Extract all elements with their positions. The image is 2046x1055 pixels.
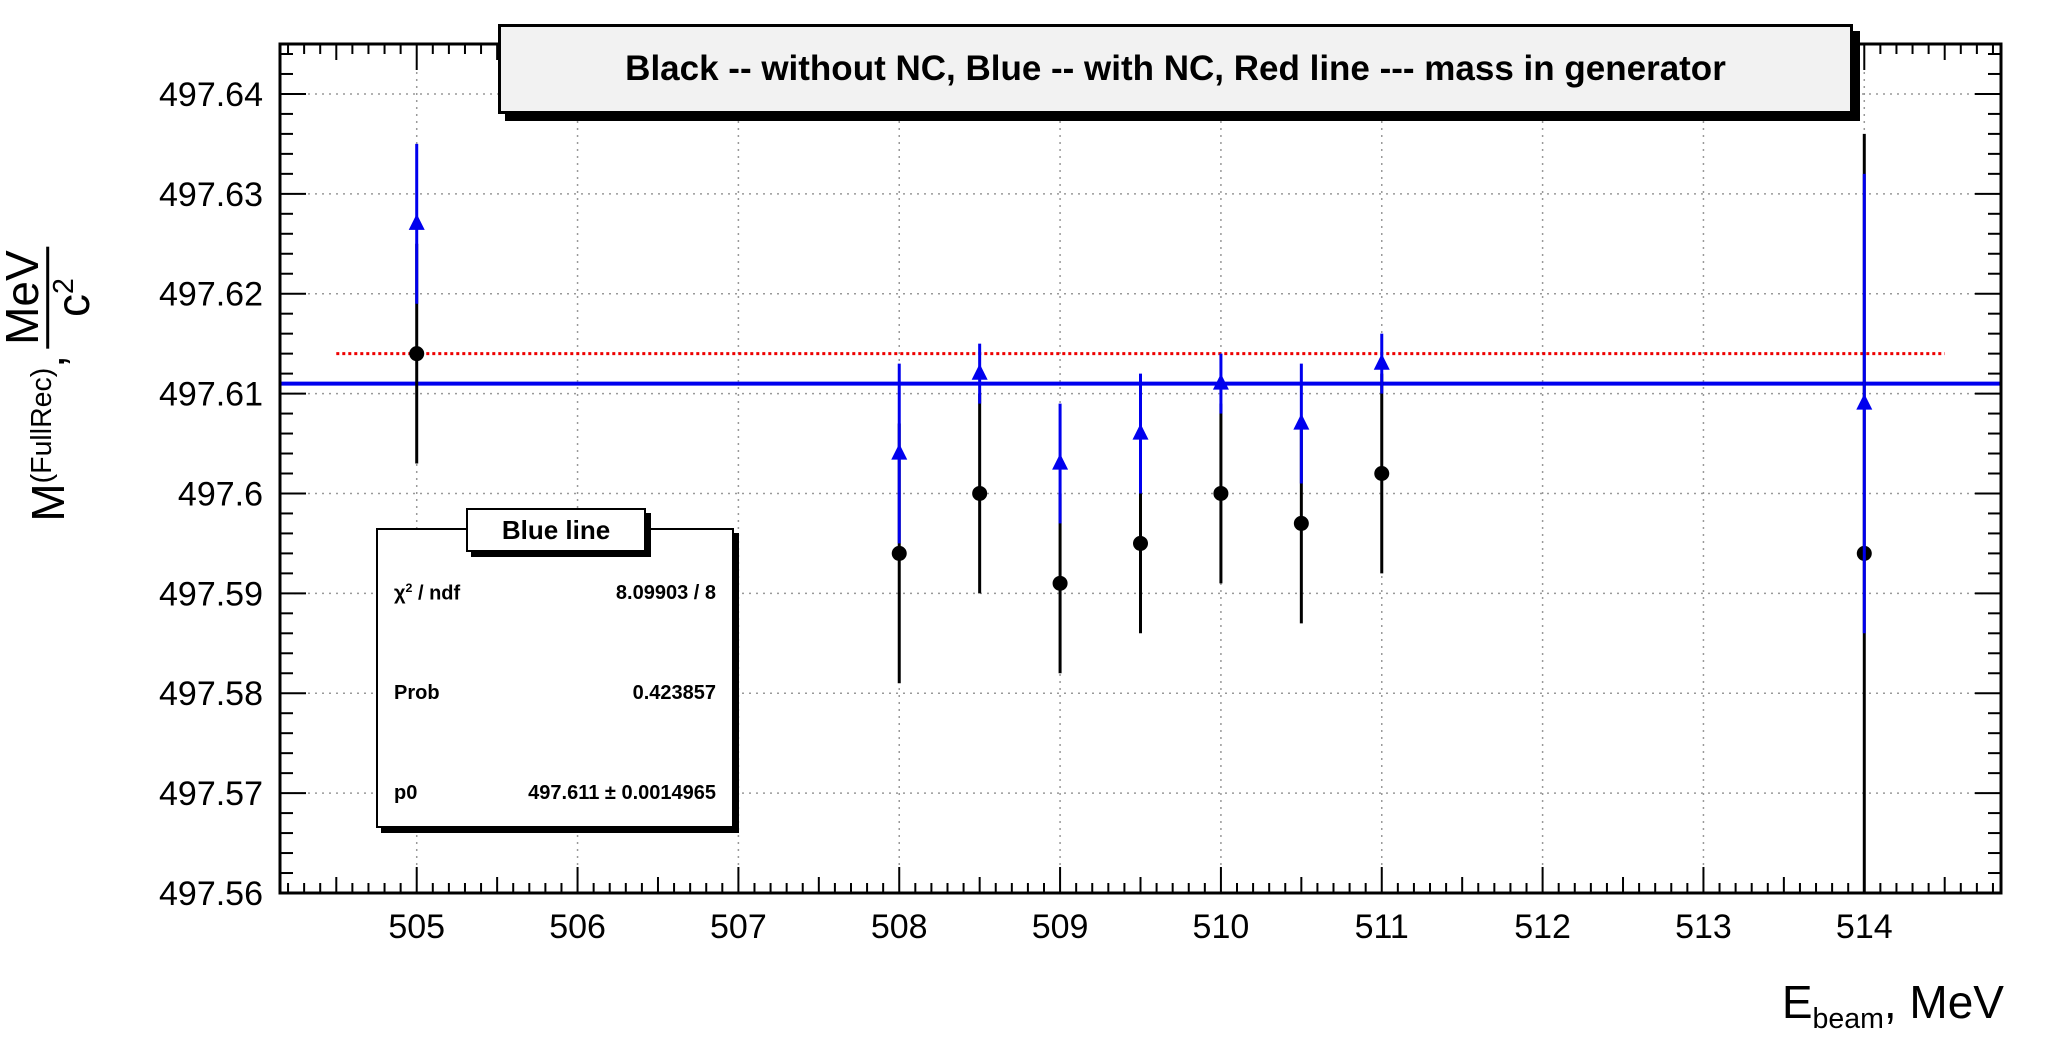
y-tick-label: 497.6 — [178, 475, 263, 513]
y-tick-label: 497.61 — [159, 376, 263, 414]
data-point-blue — [1293, 413, 1310, 430]
y-tick-label: 497.59 — [159, 575, 263, 613]
stats-value: 0.423857 — [632, 681, 716, 704]
x-tick-label: 510 — [1193, 908, 1250, 946]
y-tick-label: 497.64 — [159, 76, 263, 114]
data-point-blue — [891, 443, 908, 460]
y-unit-numerator: MeV — [0, 246, 50, 349]
y-tick-label: 497.57 — [159, 775, 263, 813]
data-point-black — [409, 346, 425, 362]
fit-stats-box: Blue line χ2 / ndf 8.09903 / 8 Prob 0.42… — [376, 508, 734, 828]
y-tick-label: 497.62 — [159, 276, 263, 314]
legend-text: Black -- without NC, Blue -- with NC, Re… — [625, 49, 1726, 88]
data-point-black — [1213, 485, 1229, 501]
stats-label-sup: 2 — [405, 580, 413, 595]
data-point-blue — [1373, 353, 1390, 370]
x-label-sub: beam — [1812, 1003, 1884, 1036]
data-point-blue — [408, 213, 425, 230]
y-tick-label: 497.63 — [159, 176, 263, 214]
stats-label: p0 — [394, 781, 418, 804]
data-point-black — [1293, 515, 1309, 531]
data-point-black — [1052, 575, 1068, 591]
y-unit-denominator: c2 — [47, 278, 100, 318]
x-tick-label: 506 — [549, 908, 606, 946]
stats-title: Blue line — [466, 508, 646, 552]
stats-label-main: χ — [394, 582, 406, 605]
x-label-main: E — [1781, 976, 1813, 1028]
y-label-sep: , — [22, 354, 74, 368]
legend-title-box: Black -- without NC, Blue -- with NC, Re… — [498, 24, 1853, 114]
x-label-unit: , MeV — [1883, 976, 2004, 1028]
x-tick-label: 509 — [1032, 908, 1089, 946]
tick-labels: 505 506 507 508 509 510 511 512 513 514 497.56 497.… — [159, 76, 1893, 946]
y-unit-den-main: c — [47, 294, 100, 318]
data-point-blue — [1052, 453, 1069, 470]
stats-row-prob: Prob 0.423857 — [394, 678, 716, 708]
x-tick-label: 507 — [710, 908, 767, 946]
data-points — [408, 133, 1873, 893]
stats-row-chi2: χ2 / ndf 8.09903 / 8 — [394, 578, 716, 608]
data-point-blue — [971, 363, 988, 380]
y-tick-label: 497.56 — [159, 875, 263, 913]
x-tick-label: 513 — [1675, 908, 1732, 946]
x-axis-label: Ebeam, MeV — [1782, 975, 2004, 1036]
stats-label: Prob — [394, 681, 440, 704]
stats-row-p0: p0 497.611 ± 0.0014965 — [394, 778, 716, 808]
x-tick-label: 514 — [1836, 908, 1893, 946]
stats-label-rest: / ndf — [412, 582, 461, 605]
data-point-black — [891, 545, 907, 561]
y-label-sup: (FullRec) — [25, 367, 58, 484]
y-tick-label: 497.58 — [159, 675, 263, 713]
data-point-blue — [1132, 423, 1149, 440]
data-point-black — [972, 485, 988, 501]
x-tick-label: 512 — [1514, 908, 1571, 946]
stats-label: χ2 / ndf — [394, 581, 460, 606]
data-point-blue — [1212, 373, 1229, 390]
stats-value: 8.09903 / 8 — [615, 581, 716, 604]
y-label-unit: MeV c2 — [0, 246, 100, 349]
data-point-black — [1374, 465, 1390, 481]
y-label-main: M — [22, 483, 74, 522]
y-unit-den-sup: 2 — [48, 278, 81, 295]
x-tick-label: 508 — [871, 908, 928, 946]
stats-title-text: Blue line — [501, 514, 611, 545]
x-tick-label: 511 — [1355, 908, 1409, 946]
data-point-blue — [1856, 393, 1873, 410]
data-point-black — [1133, 535, 1148, 551]
x-tick-label: 505 — [388, 908, 445, 946]
stats-value: 497.611 ± 0.0014965 — [528, 781, 716, 804]
